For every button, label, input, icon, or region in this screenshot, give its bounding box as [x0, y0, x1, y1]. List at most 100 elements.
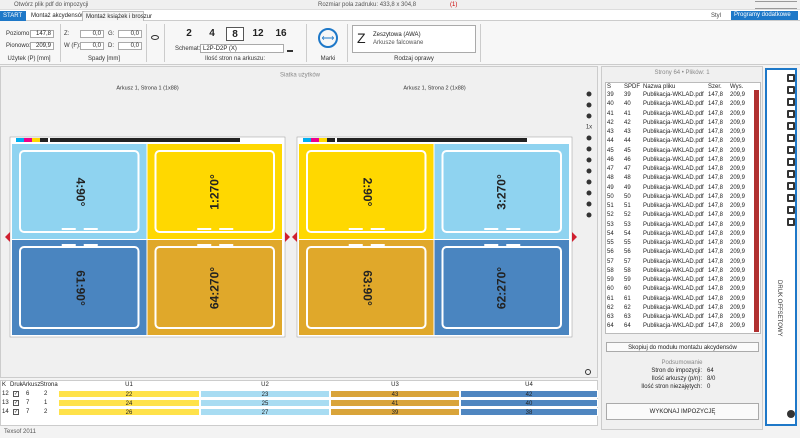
tool-icon	[586, 157, 592, 163]
marks-button[interactable]: ⟷	[318, 28, 338, 48]
field-label: Pionowo:	[6, 43, 31, 49]
side-tool-icon[interactable]	[787, 110, 795, 118]
side-tool-icon[interactable]	[787, 218, 795, 226]
side-tool-icon[interactable]	[787, 146, 795, 154]
input[interactable]: 209,9	[30, 42, 54, 50]
group-caption: Użytek (P) [mm]	[7, 56, 51, 62]
color-bar	[319, 138, 327, 142]
cell: 209,9	[730, 249, 746, 256]
cell: 209,9	[730, 119, 746, 126]
cell: Publikacja-WKLAD.pdf	[643, 147, 704, 154]
addons-button[interactable]: Programy dodatkowe	[731, 11, 798, 20]
cell: 57	[607, 258, 614, 265]
color-bar	[16, 138, 24, 142]
side-tool-icon[interactable]	[787, 134, 795, 142]
sheet-label: Arkusz 1, Strona 1 (1x88)	[116, 85, 179, 91]
input[interactable]: 0,0	[80, 42, 104, 50]
download-icon	[287, 45, 293, 52]
cell: 41	[624, 110, 631, 117]
cell: 48	[624, 175, 631, 182]
cell: 147,8	[708, 184, 724, 191]
side-tool-icon[interactable]	[787, 170, 795, 178]
binding-name: Zeszytowa (AWA)	[373, 32, 421, 38]
cell: 61	[607, 295, 614, 302]
input[interactable]: 0,0	[118, 42, 142, 50]
side-tool-icon[interactable]	[787, 194, 795, 202]
status-bar: Texsof 2011	[4, 429, 36, 435]
tab[interactable]: START	[0, 11, 26, 21]
schema-select[interactable]: L2P-D2P (X)	[200, 44, 284, 53]
page-count-option[interactable]: 16	[275, 28, 287, 39]
side-tool-icon[interactable]	[787, 206, 795, 214]
tool-icon	[586, 168, 592, 174]
input[interactable]: 0,0	[80, 30, 104, 38]
binding-select[interactable]: Z Zeszytowa (AWA) Arkusze falcowane	[352, 25, 476, 53]
side-tool-icon[interactable]	[787, 98, 795, 106]
tab-bar	[0, 10, 800, 21]
side-mark	[292, 232, 297, 242]
style-menu[interactable]: Styl	[711, 13, 722, 19]
summary-value: 64	[707, 368, 714, 374]
side-tool-icon[interactable]	[787, 158, 795, 166]
checkbox[interactable]: ✓	[13, 391, 19, 397]
cell: 53	[624, 221, 631, 228]
page-count-option[interactable]: 2	[186, 28, 192, 39]
cell: 47	[607, 166, 614, 172]
cell: 209,9	[730, 314, 746, 320]
cell: 7	[26, 400, 30, 406]
column-header: U2	[261, 382, 269, 388]
cell: 23	[200, 390, 330, 398]
cell: 209,9	[730, 138, 746, 145]
group-separator	[347, 24, 348, 62]
copy-button[interactable]: Skopiuj do modułu montażu akcydensów	[606, 342, 759, 352]
side-tool-icon[interactable]	[787, 74, 795, 82]
page-count-option[interactable]: 8	[226, 27, 244, 41]
binding-sub: Arkusze falcowane	[373, 40, 424, 46]
column-header: Druk	[10, 382, 23, 388]
input[interactable]: 147,8	[30, 30, 54, 38]
cell: Publikacja-WKLAD.pdf	[643, 175, 704, 182]
cell: 209,9	[730, 323, 746, 330]
title-left: Otwórz plik pdf do impozycji	[14, 2, 89, 8]
side-tool-icon[interactable]	[787, 86, 795, 94]
panel-title: Strony 64 • Plików: 1	[654, 70, 710, 76]
cell: 59	[624, 277, 631, 283]
cell: 40	[624, 101, 631, 108]
summary-label: Stron do impozycji:	[651, 368, 702, 374]
tab[interactable]: Montaż akcydensów	[31, 13, 86, 19]
cell: 147,8	[708, 323, 724, 330]
input[interactable]: 0,0	[118, 30, 142, 38]
cell: 6	[26, 391, 30, 397]
cell: Publikacja-WKLAD.pdf	[643, 221, 704, 228]
cell: 39	[624, 92, 631, 98]
execute-button[interactable]: WYKONAJ IMPOZYCJĘ	[606, 403, 759, 420]
cell: 39	[607, 92, 614, 98]
side-tool-icon[interactable]	[787, 182, 795, 190]
page-notch	[348, 244, 363, 246]
preview-title: Siatka użytków	[280, 73, 321, 79]
field-label: Z:	[64, 31, 70, 37]
side-tool-icon[interactable]	[787, 122, 795, 130]
page-count-option[interactable]: 4	[209, 28, 215, 39]
preview-canvas: Siatka użytków Arkusz 1, Strona 1 (1x88) 4…	[5, 73, 592, 375]
sheet-label: Arkusz 1, Strona 2 (1x88)	[403, 85, 466, 91]
cell: 60	[607, 286, 614, 293]
cell: 56	[624, 249, 631, 256]
page	[147, 144, 282, 239]
settings-icon[interactable]	[787, 410, 795, 418]
tool-icon	[586, 113, 592, 119]
page-frame	[306, 150, 427, 233]
page-frame	[154, 150, 275, 233]
cell: 147,8	[708, 203, 724, 209]
cell: Publikacja-WKLAD.pdf	[643, 267, 704, 274]
cell: 43	[330, 390, 460, 398]
page-label: 63:90°	[361, 270, 375, 306]
checkbox[interactable]: ✓	[13, 409, 19, 415]
page-count-option[interactable]: 12	[252, 28, 264, 39]
checkbox[interactable]: ✓	[13, 400, 19, 406]
mark-strip	[50, 138, 240, 142]
tab[interactable]: Montaż książek i broszur	[82, 11, 152, 21]
summary-title: Podsumowanie	[661, 360, 703, 366]
cell: 39	[330, 408, 460, 416]
